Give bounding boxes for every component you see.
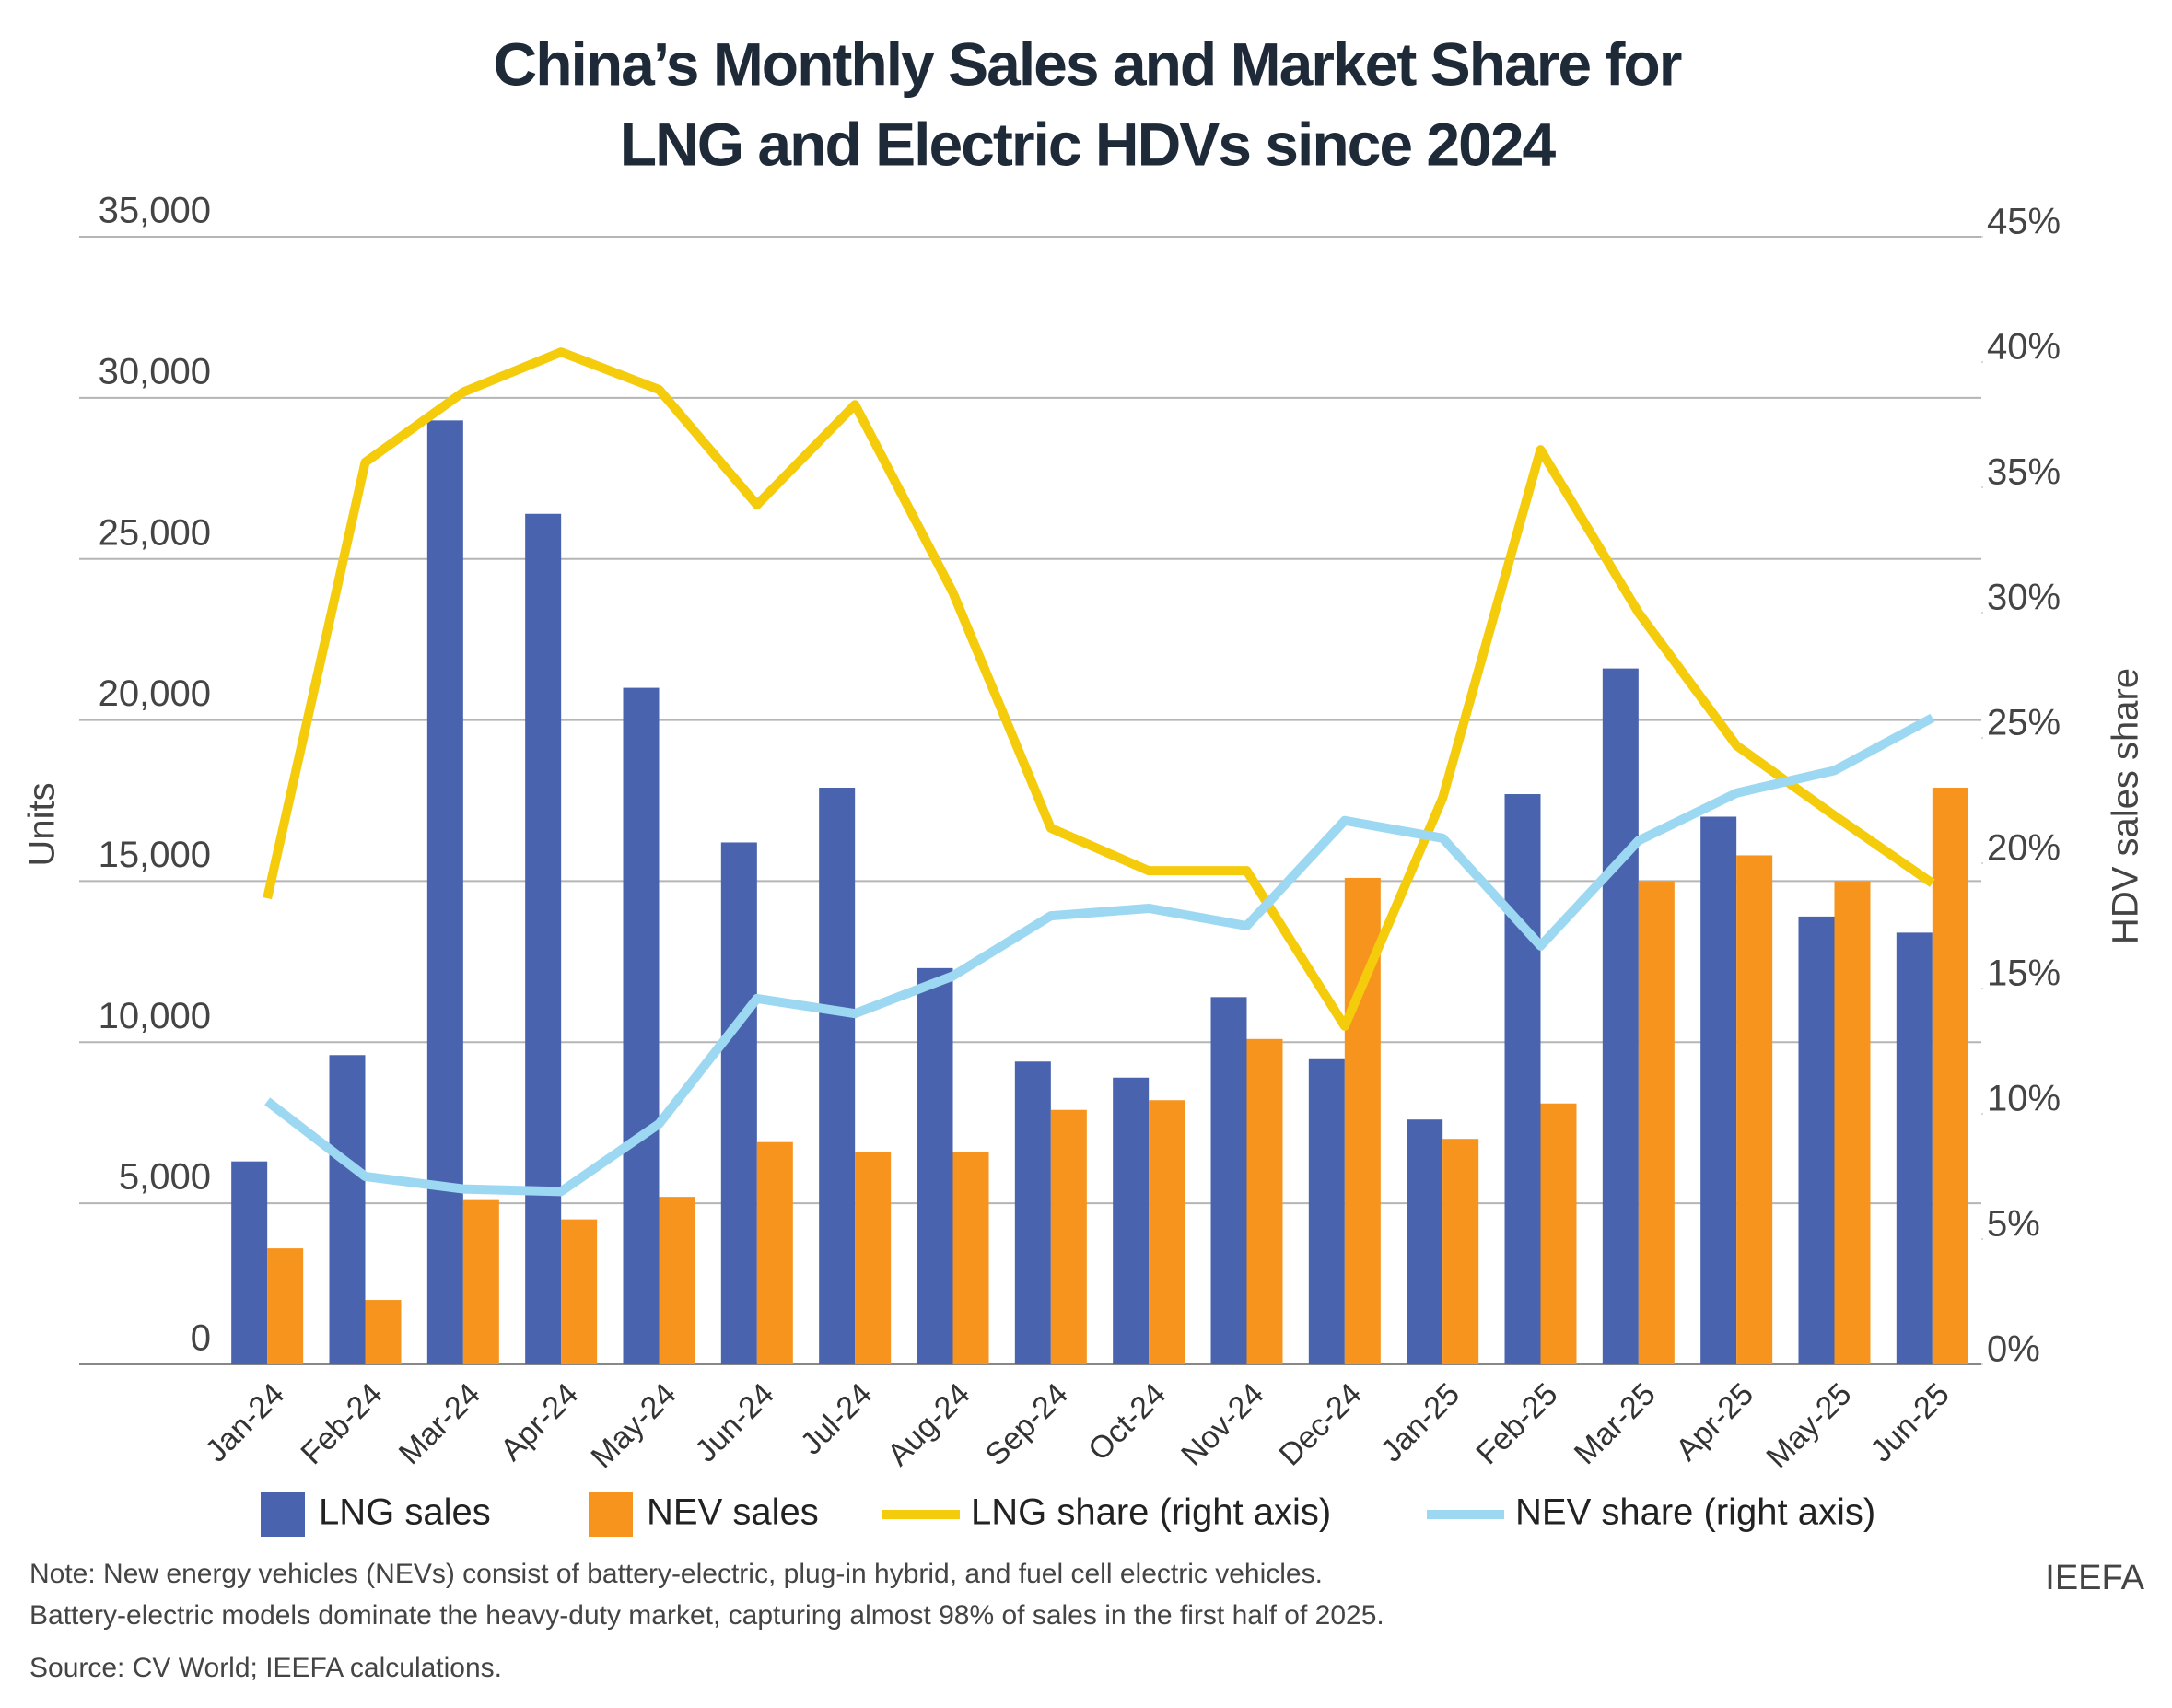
bar <box>267 1248 304 1364</box>
y-tick-label: 35,000 <box>99 191 211 231</box>
bar <box>623 687 660 1364</box>
bar <box>720 842 757 1364</box>
bar <box>1308 1058 1345 1364</box>
y-tick-label: 0 <box>191 1318 211 1359</box>
legend-label: LNG sales <box>319 1492 491 1533</box>
x-tick-label: Jan-24 <box>199 1376 291 1468</box>
note: Note: New energy vehicles (NEVs) consist… <box>29 1559 1323 1589</box>
bar <box>1700 816 1737 1364</box>
bar <box>1050 1109 1087 1364</box>
x-tick-label: Jun-24 <box>688 1376 780 1468</box>
bar <box>1638 881 1675 1364</box>
x-tick-label: Jun-25 <box>1863 1376 1956 1468</box>
bar <box>1149 1100 1185 1364</box>
y-tick-label: 20,000 <box>99 673 211 714</box>
y-tick-label: 25,000 <box>99 512 211 553</box>
y-tick-label: 10,000 <box>99 996 211 1036</box>
y-tick-label: 30,000 <box>99 351 211 392</box>
bar <box>756 1141 793 1364</box>
x-tick-label: Jan-25 <box>1374 1376 1466 1468</box>
x-tick-label: Oct-24 <box>1081 1376 1173 1468</box>
source: Source: CV World; IEEFA calculations. <box>29 1653 502 1683</box>
bar <box>1736 855 1773 1364</box>
bar <box>1798 916 1835 1364</box>
note: Battery-electric models dominate the hea… <box>29 1600 1384 1631</box>
y2-tick-label: 40% <box>1987 327 2061 368</box>
bar <box>1602 668 1639 1364</box>
y-tick-label: 5,000 <box>119 1157 211 1198</box>
legend-swatch <box>589 1492 633 1537</box>
x-tick-label: Apr-25 <box>1669 1376 1760 1468</box>
chart-title: China’s Monthly Sales and Market Share f… <box>494 29 1682 98</box>
bar <box>1210 997 1247 1364</box>
chart-title: LNG and Electric HDVs since 2024 <box>620 110 1557 178</box>
x-tick-label: Aug-24 <box>881 1376 976 1472</box>
x-tick-label: Sep-24 <box>978 1376 1074 1472</box>
x-tick-label: Feb-24 <box>294 1376 389 1471</box>
bar <box>1932 788 1968 1364</box>
y2-tick-label: 20% <box>1987 828 2061 869</box>
bar <box>561 1219 598 1364</box>
x-tick-label: Jul-24 <box>794 1376 879 1461</box>
brand: IEEFA <box>2045 1559 2144 1597</box>
bar <box>1407 1119 1443 1364</box>
x-tick-label: Mar-25 <box>1568 1376 1663 1471</box>
y-axis-title: Units <box>22 782 63 866</box>
y2-tick-label: 45% <box>1987 202 2061 242</box>
bar <box>1834 881 1871 1364</box>
y-tick-label: 15,000 <box>99 835 211 875</box>
bar <box>855 1152 892 1364</box>
x-tick-label: May-25 <box>1759 1376 1858 1475</box>
bar <box>917 967 953 1364</box>
bar <box>231 1161 268 1364</box>
y2-tick-label: 5% <box>1987 1204 2040 1245</box>
x-tick-label: Feb-25 <box>1469 1376 1564 1471</box>
x-tick-label: Mar-24 <box>392 1376 487 1471</box>
bar <box>365 1300 402 1364</box>
bar <box>1504 794 1541 1364</box>
line <box>264 713 1935 1197</box>
bar <box>1246 1038 1283 1364</box>
bar <box>1896 932 1933 1364</box>
bar <box>659 1197 695 1364</box>
x-tick-label: Dec-24 <box>1272 1376 1368 1472</box>
x-tick-label: Nov-24 <box>1174 1376 1270 1472</box>
bar <box>1540 1103 1577 1364</box>
y2-tick-label: 35% <box>1987 452 2061 493</box>
y2-tick-label: 30% <box>1987 578 2061 618</box>
legend-label: NEV sales <box>647 1492 819 1533</box>
bar <box>462 1199 499 1364</box>
bar <box>525 513 562 1364</box>
x-tick-label: Apr-24 <box>494 1376 585 1468</box>
bar <box>1442 1139 1479 1364</box>
line <box>263 347 1935 1031</box>
y2-tick-label: 25% <box>1987 703 2061 743</box>
bar <box>1014 1061 1051 1364</box>
bar <box>426 420 463 1364</box>
legend-label: NEV share (right axis) <box>1515 1492 1875 1533</box>
bar <box>329 1055 366 1364</box>
y2-tick-label: 0% <box>1987 1329 2040 1370</box>
legend-label: LNG share (right axis) <box>971 1492 1331 1533</box>
y2-tick-label: 15% <box>1987 953 2061 994</box>
y2-axis-title: HDV sales share <box>2106 668 2146 944</box>
bar <box>819 788 856 1364</box>
legend-swatch <box>261 1492 305 1537</box>
bar <box>952 1152 989 1364</box>
y2-tick-label: 10% <box>1987 1079 2061 1119</box>
x-tick-label: May-24 <box>584 1376 683 1475</box>
bar <box>1113 1077 1150 1364</box>
